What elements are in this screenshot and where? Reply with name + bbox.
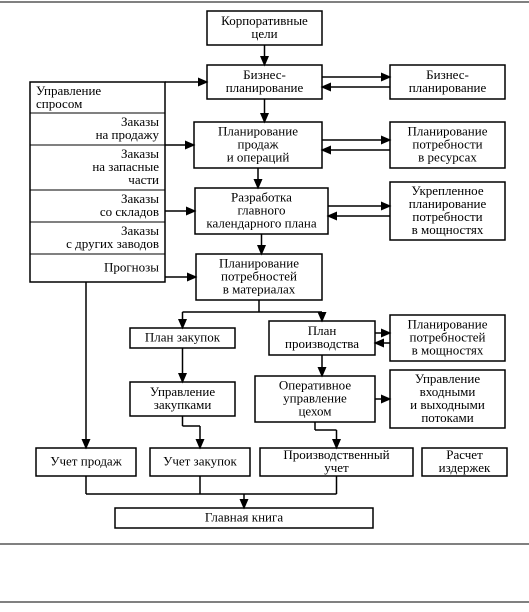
node-master_schedule-line-2: календарного плана	[206, 216, 316, 231]
node-purchase_mgmt-line-1: закупками	[154, 397, 212, 412]
demand-header-1: спросом	[36, 96, 82, 111]
node-biz_plan_center-line-1: планирование	[226, 80, 304, 95]
node-sales_ops_plan-line-2: и операций	[227, 150, 290, 165]
demand-item-3-1: с других заводов	[66, 236, 159, 251]
node-purchase_plan-line-0: План закупок	[145, 330, 221, 345]
node-gl-line-0: Главная книга	[205, 510, 283, 525]
node-corp_goals-line-1: цели	[251, 26, 277, 41]
node-cost_calc-line-1: издержек	[439, 460, 491, 475]
node-sales_acct-line-0: Учет продаж	[50, 454, 122, 469]
node-prod_plan-line-1: производства	[285, 336, 359, 351]
demand-item-1-2: части	[128, 172, 159, 187]
demand-item-0-1: на продажу	[96, 127, 160, 142]
node-mrp-line-2: в материалах	[223, 282, 296, 297]
node-purchase_acct-line-0: Учет закупок	[163, 454, 237, 469]
demand-item-2-1: со складов	[100, 204, 159, 219]
node-resource_need-line-2: в ресурсах	[418, 150, 477, 165]
node-prod_acct-line-1: учет	[324, 460, 349, 475]
node-io_control-line-3: потоками	[421, 410, 473, 425]
demand-item-4-0: Прогнозы	[104, 260, 159, 275]
node-biz_plan_right-line-1: планирование	[409, 80, 487, 95]
node-shop_floor-line-2: цехом	[298, 404, 331, 419]
node-rccp-line-3: в мощностях	[412, 222, 484, 237]
node-crp-line-2: в мощностях	[412, 343, 484, 358]
